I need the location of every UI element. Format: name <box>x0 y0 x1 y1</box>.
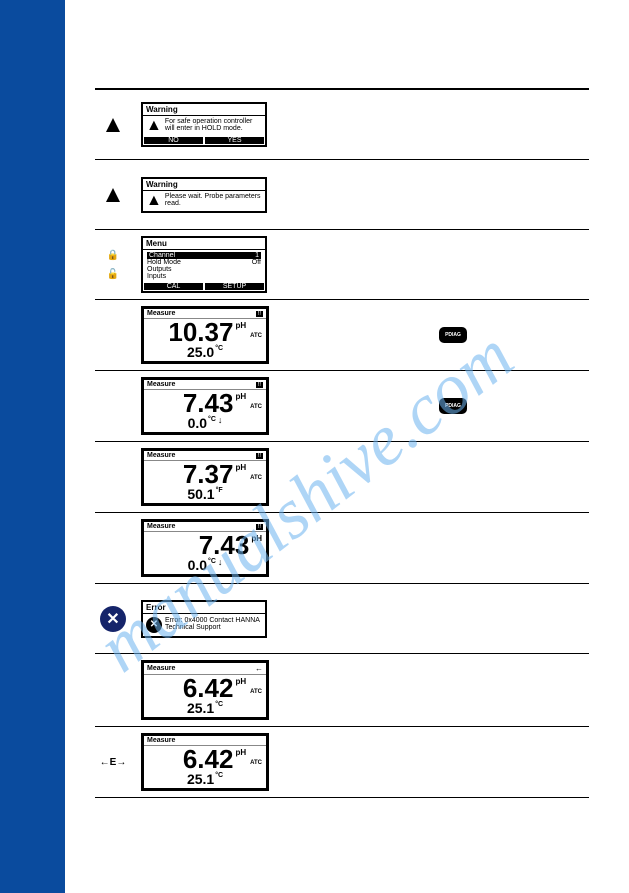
menu-item-inputs[interactable]: Inputs <box>147 273 261 280</box>
error-x-icon: ✕ <box>146 617 162 633</box>
lcd-measure: Measure!! 10.37pH ATC 25.0°C <box>141 306 269 364</box>
temp-unit: °C <box>208 558 216 565</box>
temp-unit: °C <box>215 345 223 352</box>
ph-value: 6.42 <box>183 675 234 701</box>
yes-button[interactable]: YES <box>205 137 264 144</box>
lcd-measure: Measure ← 6.42pH ATC 25.1°C <box>141 660 269 720</box>
lcd-title: Measure <box>147 452 175 459</box>
ph-value: 7.43 <box>199 532 250 558</box>
lcd-title: Measure <box>147 665 175 672</box>
temp-unit: °C <box>208 416 216 423</box>
lcd-menu: Menu Channel1 Hold ModeOff Outputs Input… <box>141 236 267 293</box>
indicator-icon: !! <box>256 382 263 388</box>
lcd-title: Measure <box>147 310 175 317</box>
indicator-icon: !! <box>256 311 263 317</box>
ph-unit: pH <box>235 749 246 757</box>
row-warning-wait: ▲ Warning ▲Please wait. Probe parameters… <box>95 159 589 229</box>
lcd-measure: Measure!! 7.43pH ATC 0.0°C↓ <box>141 377 269 435</box>
temp-value: 25.1 <box>187 701 214 715</box>
lcd-measure: Measure!! 7.37pH ATC 50.1°F <box>141 448 269 506</box>
lcd-title: Error <box>143 602 265 614</box>
atc-label: ATC <box>250 333 262 339</box>
lcd-title: Measure <box>147 381 175 388</box>
temp-unit: °C <box>215 772 223 779</box>
ph-unit: pH <box>235 322 246 330</box>
lcd-warning-wait: Warning ▲Please wait. Probe parameters r… <box>141 177 267 213</box>
lcd-text: For safe operation controller will enter… <box>165 118 262 132</box>
lcd-warning-hold: Warning ▲For safe operation controller w… <box>141 102 267 147</box>
row-measure-4: Measure!! 7.43pH 0.0°C↓ <box>95 512 589 583</box>
menu-item-channel[interactable]: Channel1 <box>147 252 261 259</box>
lcd-title: Warning <box>143 179 265 191</box>
hourglass-icon: ▲ <box>146 193 162 209</box>
lcd-text: Please wait. Probe parameters read. <box>165 193 262 207</box>
row-warning-hold: ▲ Warning ▲For safe operation controller… <box>95 89 589 159</box>
lock-closed-icon: 🔒 <box>107 250 119 261</box>
row-menu: 🔒 🔓 Menu Channel1 Hold ModeOff Outputs In… <box>95 229 589 299</box>
menu-item-outputs[interactable]: Outputs <box>147 266 261 273</box>
row-measure-6: ←E→ Measure 6.42pH ATC 25.1°C <box>95 726 589 798</box>
row-measure-1: Measure!! 10.37pH ATC 25.0°C PDIAG <box>95 299 589 370</box>
temp-value: 0.0 <box>188 416 207 430</box>
cal-button[interactable]: CAL <box>144 283 203 290</box>
lcd-title: Warning <box>143 104 265 116</box>
lcd-error: Error ✕Error: 0x4000 Contact HANNA Techn… <box>141 600 267 638</box>
temp-value: 50.1 <box>187 487 214 501</box>
temp-unit: °F <box>216 487 223 494</box>
arrow-down-icon: ↓ <box>218 416 223 425</box>
row-measure-2: Measure!! 7.43pH ATC 0.0°C↓ PDIAG <box>95 370 589 441</box>
row-measure-5: Measure ← 6.42pH ATC 25.1°C <box>95 653 589 726</box>
atc-label: ATC <box>250 760 262 766</box>
error-text: Error: 0x4000 Contact HANNA Technical Su… <box>165 617 262 631</box>
temp-value: 0.0 <box>188 558 207 572</box>
warning-triangle-icon: ▲ <box>146 118 162 134</box>
arrow-down-icon: ↓ <box>218 558 223 567</box>
atc-label: ATC <box>250 689 262 695</box>
hourglass-warning-icon: ▲ <box>101 181 125 209</box>
row-error: ✕ Error ✕Error: 0x4000 Contact HANNA Tec… <box>95 583 589 653</box>
error-x-icon: ✕ <box>100 606 126 632</box>
temp-unit: °C <box>215 701 223 708</box>
temp-value: 25.0 <box>187 345 214 359</box>
lcd-title: Menu <box>143 238 265 250</box>
ph-value: 7.37 <box>183 461 234 487</box>
atc-label: ATC <box>250 404 262 410</box>
atc-label: ATC <box>250 475 262 481</box>
no-button[interactable]: NO <box>144 137 203 144</box>
menu-item-holdmode[interactable]: Hold ModeOff <box>147 259 261 266</box>
warning-icon: ▲ <box>101 111 125 139</box>
ph-value: 10.37 <box>168 319 233 345</box>
pdiag-button[interactable]: PDIAG <box>439 327 467 343</box>
e-arrows-icon: ←E→ <box>100 757 127 768</box>
ph-value: 6.42 <box>183 746 234 772</box>
arrow-left-icon: ← <box>255 664 263 673</box>
setup-button[interactable]: SETUP <box>205 283 264 290</box>
ph-value: 7.43 <box>183 390 234 416</box>
page-content: ▲ Warning ▲For safe operation controller… <box>65 0 629 893</box>
pdiag-button[interactable]: PDIAG <box>439 398 467 414</box>
lcd-title: Measure <box>147 523 175 530</box>
ph-unit: pH <box>235 464 246 472</box>
lcd-title: Measure <box>147 737 175 744</box>
indicator-icon: !! <box>256 524 263 530</box>
ph-unit: pH <box>235 678 246 686</box>
temp-value: 25.1 <box>187 772 214 786</box>
lcd-measure: Measure 6.42pH ATC 25.1°C <box>141 733 269 791</box>
indicator-icon: !! <box>256 453 263 459</box>
row-measure-3: Measure!! 7.37pH ATC 50.1°F <box>95 441 589 512</box>
lcd-measure: Measure!! 7.43pH 0.0°C↓ <box>141 519 269 577</box>
lock-open-icon: 🔓 <box>107 269 119 280</box>
ph-unit: pH <box>251 535 262 543</box>
ph-unit: pH <box>235 393 246 401</box>
left-sidebar <box>0 0 65 893</box>
